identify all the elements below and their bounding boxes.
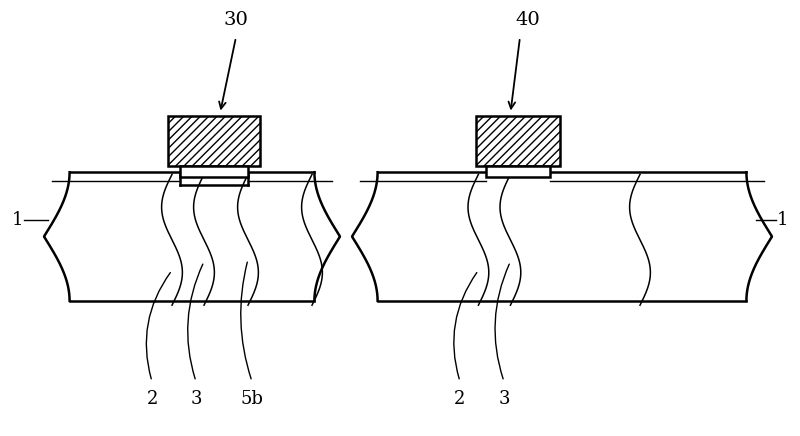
Bar [476, 116, 560, 166]
Text: 1: 1 [777, 211, 788, 229]
Text: 40: 40 [516, 10, 540, 29]
Bar [486, 166, 550, 177]
Text: 3: 3 [498, 390, 510, 408]
Text: 2: 2 [454, 390, 466, 408]
Bar [168, 116, 260, 166]
Text: 5b: 5b [241, 390, 263, 408]
Text: 1: 1 [12, 211, 23, 229]
Text: 2: 2 [146, 390, 158, 408]
Text: 3: 3 [190, 390, 202, 408]
Bar [180, 166, 248, 177]
Text: 30: 30 [223, 10, 249, 29]
